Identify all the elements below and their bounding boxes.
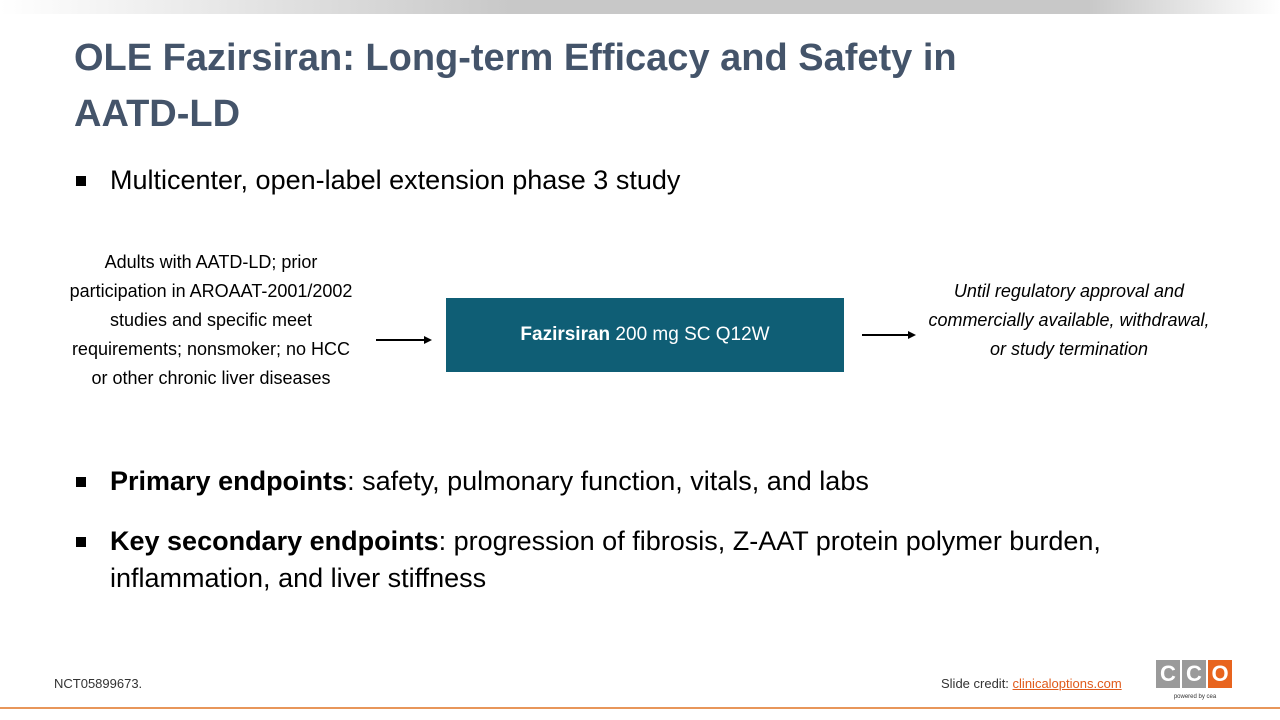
logo-letter: C — [1156, 660, 1180, 688]
reference: NCT05899673. — [54, 676, 143, 691]
bullet: Primary endpoints: safety, pulmonary fun… — [76, 463, 1166, 500]
logo-letter: C — [1182, 660, 1206, 688]
treatment-box: Fazirsiran 200 mg SC Q12W — [446, 298, 844, 372]
arrow — [376, 336, 432, 344]
bullet-text: : progression of fibrosis, Z-AAT protein… — [110, 526, 1101, 593]
bullet-text: Multicenter, open-label extension phase … — [110, 165, 681, 195]
credit: Slide credit: clinicaloptions.com — [941, 676, 1122, 691]
title: OLE Fazirsiran: Long-term Efficacy and S… — [74, 37, 957, 135]
treatment-name: Fazirsiran — [520, 324, 611, 345]
logo-tagline: powered by cea — [1173, 694, 1217, 700]
bullet-marker — [76, 477, 86, 487]
credit-label: Slide credit: — [941, 676, 1013, 691]
arrow — [862, 331, 916, 339]
bottom-line — [0, 707, 1280, 709]
bullet: Multicenter, open-label extension phase … — [76, 162, 1166, 199]
bullet-label: Key secondary endpoints — [110, 526, 439, 556]
duration-text: Until regulatory approval and commercial… — [928, 281, 1210, 359]
credit-link[interactable]: clinicaloptions.com — [1012, 676, 1122, 691]
logo: C C O powered by cea — [1156, 660, 1234, 704]
bullet-label: Primary endpoints — [110, 466, 348, 496]
bullet-marker — [76, 176, 86, 186]
logo-letter: O — [1208, 660, 1232, 688]
bullet-text: : safety, pulmonary function, vitals, an… — [347, 466, 869, 496]
top-bar — [0, 0, 1280, 14]
bullet: Key secondary endpoints: progression of … — [76, 523, 1166, 597]
population-text: Adults with AATD-LD; prior participation… — [69, 252, 353, 388]
treatment-dose: 200 mg SC Q12W — [610, 324, 770, 345]
bullet-marker — [76, 537, 86, 547]
